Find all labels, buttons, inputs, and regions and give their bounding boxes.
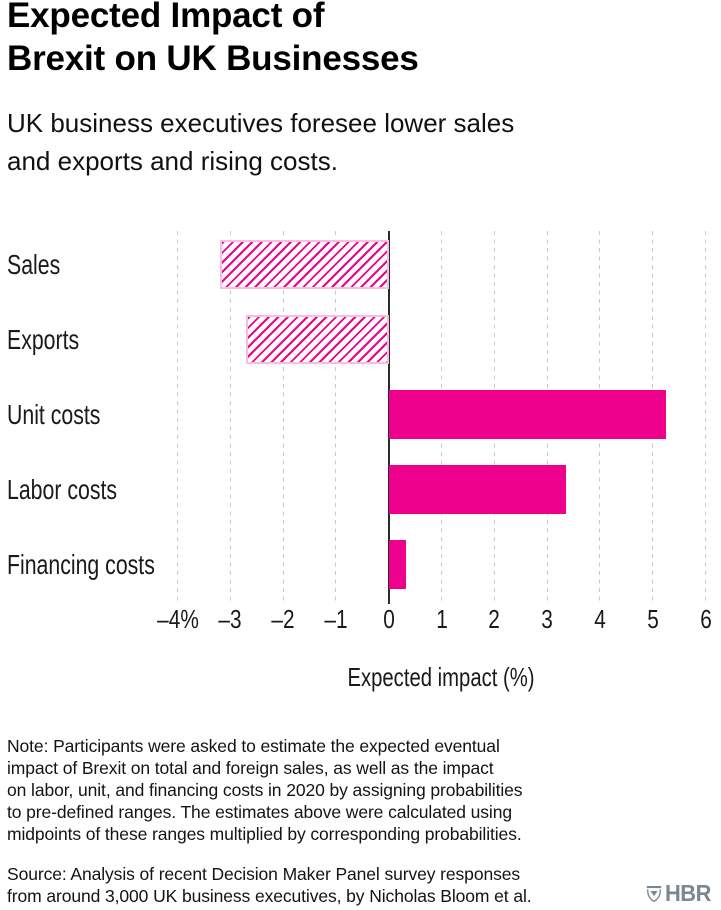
note-text: Note: Participants were asked to estimat…	[7, 736, 523, 844]
gridline	[229, 231, 231, 604]
category-label-sales: Sales	[7, 249, 61, 281]
category-label-exports: Exports	[7, 324, 80, 356]
gridline	[705, 231, 706, 604]
category-label-financing-costs: Financing costs	[7, 549, 155, 581]
chart-title: Expected Impact of Brexit on UK Business…	[7, 0, 419, 78]
bar-exports	[246, 315, 389, 365]
x-tick-label: 1	[435, 604, 448, 634]
hbr-logo-text: HBR	[664, 880, 711, 906]
hbr-logo: HBR	[646, 880, 713, 906]
bar-unit-costs	[388, 390, 666, 440]
gridline	[177, 231, 178, 604]
chart-subtitle: UK business executives foresee lower sal…	[7, 108, 515, 176]
x-tick-label: –2	[271, 604, 295, 634]
source-text: Source: Analysis of recent Decision Make…	[7, 864, 532, 906]
hbr-shield-icon	[646, 885, 661, 902]
x-tick-label: 5	[646, 604, 659, 634]
x-tick-label: –3	[218, 604, 242, 634]
category-label-labor-costs: Labor costs	[7, 474, 118, 506]
x-tick-label: –4%	[156, 604, 199, 634]
x-tick-label: –1	[324, 604, 348, 634]
bar-labor-costs	[388, 465, 566, 515]
x-tick-label: 3	[541, 604, 553, 634]
x-tick-labels: –4% –3 –2 –1 0 1 2 3 4 5 6	[0, 604, 721, 636]
gridline	[282, 231, 284, 604]
bar-sales	[219, 240, 389, 290]
x-tick-label: 6	[699, 604, 712, 634]
category-label-unit-costs: Unit costs	[7, 399, 101, 431]
x-tick-label: 4	[594, 604, 606, 634]
bar-financing-costs	[388, 540, 407, 590]
gridline	[335, 231, 337, 604]
x-tick-label: 2	[488, 604, 501, 634]
x-axis-label: Expected impact (%)	[347, 662, 535, 692]
plot-area: Sales Exports Unit costs Labor costs Financi…	[0, 231, 721, 604]
x-tick-label: 0	[382, 604, 395, 634]
